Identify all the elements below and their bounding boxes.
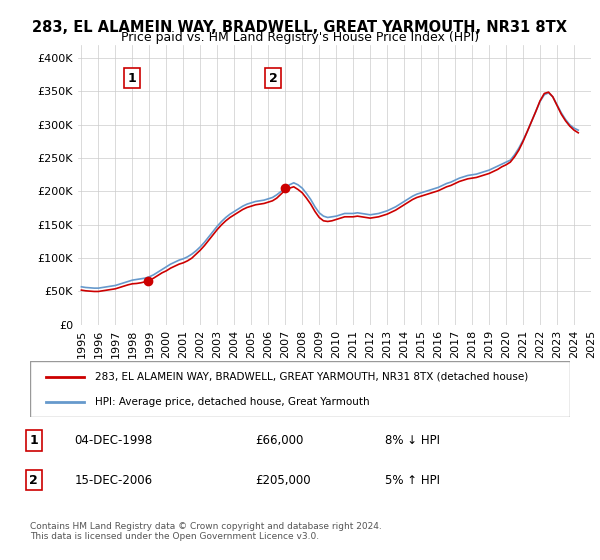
Text: 5% ↑ HPI: 5% ↑ HPI <box>385 474 440 487</box>
Text: HPI: Average price, detached house, Great Yarmouth: HPI: Average price, detached house, Grea… <box>95 396 370 407</box>
FancyBboxPatch shape <box>30 361 570 417</box>
Text: 2: 2 <box>269 72 278 85</box>
Text: £66,000: £66,000 <box>255 434 303 447</box>
Text: 1: 1 <box>29 434 38 447</box>
Text: 04-DEC-1998: 04-DEC-1998 <box>74 434 152 447</box>
Text: £205,000: £205,000 <box>255 474 311 487</box>
Text: Contains HM Land Registry data © Crown copyright and database right 2024.
This d: Contains HM Land Registry data © Crown c… <box>30 522 382 542</box>
Text: 283, EL ALAMEIN WAY, BRADWELL, GREAT YARMOUTH, NR31 8TX (detached house): 283, EL ALAMEIN WAY, BRADWELL, GREAT YAR… <box>95 372 528 382</box>
Text: 15-DEC-2006: 15-DEC-2006 <box>74 474 152 487</box>
Text: Price paid vs. HM Land Registry's House Price Index (HPI): Price paid vs. HM Land Registry's House … <box>121 31 479 44</box>
Text: 1: 1 <box>128 72 137 85</box>
Text: 8% ↓ HPI: 8% ↓ HPI <box>385 434 440 447</box>
Text: 283, EL ALAMEIN WAY, BRADWELL, GREAT YARMOUTH, NR31 8TX: 283, EL ALAMEIN WAY, BRADWELL, GREAT YAR… <box>32 20 568 35</box>
Text: 2: 2 <box>29 474 38 487</box>
